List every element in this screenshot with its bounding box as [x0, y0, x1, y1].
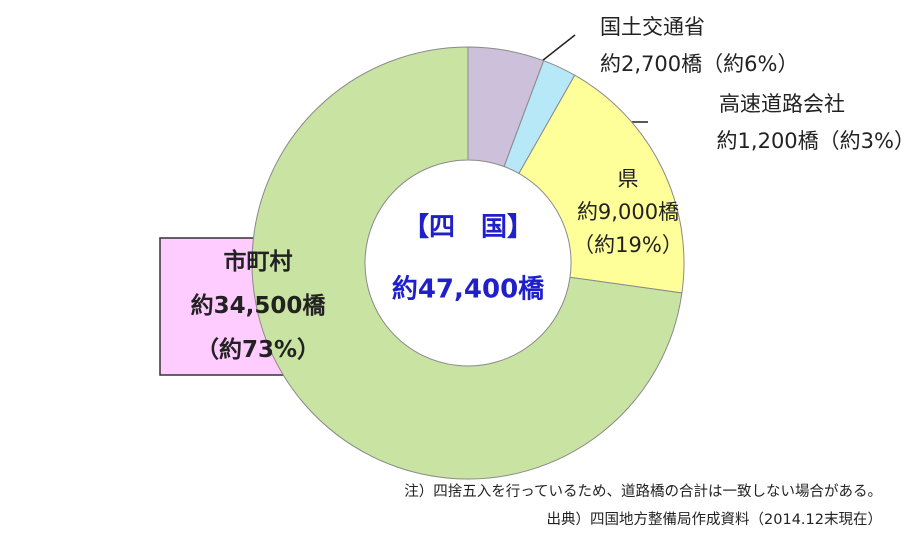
value-label: 約2,700橋: [600, 52, 702, 76]
slices: [251, 46, 685, 480]
source: 出典）四国地方整備局作成資料（2014.12末現在）: [547, 511, 882, 528]
center-title: 【四 国】: [403, 213, 533, 243]
slice: [518, 74, 685, 294]
label: 国土交通省: [600, 15, 705, 39]
label: （約19%）: [573, 233, 683, 257]
value-label: 約1,200橋: [717, 129, 819, 153]
label: 高速道路会社: [719, 92, 845, 116]
slice: [251, 46, 683, 480]
category-label: 県: [618, 167, 639, 191]
label: 県: [618, 167, 639, 191]
percent-label: （約3%）: [819, 129, 915, 153]
label: 市町村: [224, 248, 293, 275]
value-label: 約34,500橋: [191, 292, 327, 319]
label: 約2,700橋（約6%）: [600, 52, 798, 76]
note: 注）四捨五入を行っているため、道路橋の合計は一致しない場合がある。: [404, 482, 882, 500]
category-label: 国土交通省: [600, 15, 705, 39]
center-label: 約47,400橋: [392, 274, 545, 305]
label: 約9,000橋: [577, 200, 679, 224]
percent-label: （約19%）: [573, 233, 683, 257]
value-label: 約9,000橋: [577, 200, 679, 224]
label: 約1,200橋（約3%）: [717, 129, 915, 153]
label: （約73%）: [196, 336, 320, 363]
category-label: 高速道路会社: [719, 92, 845, 116]
label: 約34,500橋: [191, 292, 327, 319]
percent-label: （約73%）: [196, 336, 320, 363]
percent-label: （約6%）: [702, 52, 798, 76]
category-label: 市町村: [224, 248, 293, 275]
